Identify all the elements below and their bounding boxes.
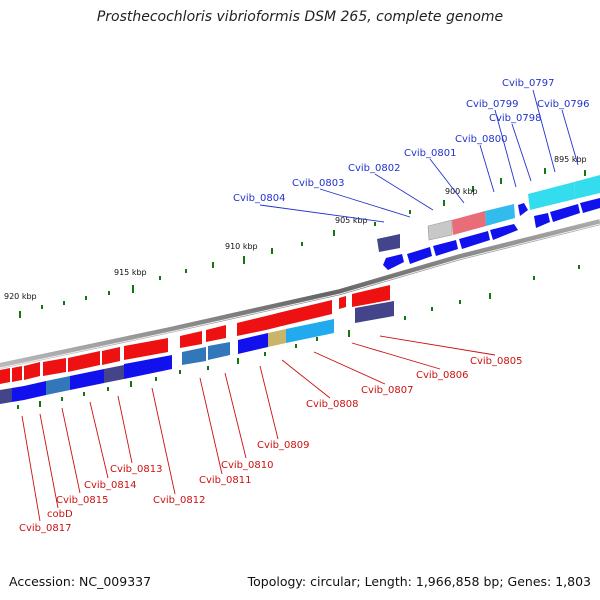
gene-label[interactable]: Cvib_0807 [361,385,413,396]
gene-arrow [383,254,404,270]
genome-stats: Topology: circular; Length: 1,966,858 bp… [247,574,591,589]
gene-label[interactable]: Cvib_0813 [110,464,162,475]
gene-label[interactable]: Cvib_0799 [466,99,518,110]
gene-arrow [355,301,394,323]
gene-arrow [46,376,70,395]
gene-arrow [124,338,168,360]
gene-arrow [43,358,66,376]
gene-label[interactable]: Cvib_0802 [348,163,400,174]
gene-label[interactable]: Cvib_0808 [306,399,358,410]
scale-label: 900 kbp [445,187,478,196]
accession-text: Accession: NC_009337 [9,574,152,589]
gene-label[interactable]: Cvib_0800 [455,134,507,145]
gene-arrow [574,175,600,199]
gene-label[interactable]: Cvib_0806 [416,370,468,381]
gene-arrow [580,198,600,213]
gene-arrow [427,219,453,241]
gene-arrow [238,333,268,354]
gene-arrow [12,386,24,402]
gene-arrow [70,369,104,390]
gene-label[interactable]: Cvib_0817 [19,523,71,534]
gene-arrow [377,234,400,252]
gene-label[interactable]: Cvib_0805 [470,356,522,367]
gene-arrow [124,355,172,379]
lower-reverse-strand [0,301,394,404]
scale-label: 920 kbp [4,292,37,301]
gene-label[interactable]: Cvib_0810 [221,460,273,471]
gene-arrow [237,316,266,336]
gene-arrow [433,240,458,256]
gene-arrow [104,365,124,383]
gene-label[interactable]: Cvib_0796 [537,99,589,110]
gene-arrow [452,211,486,235]
scale-label: 915 kbp [114,268,147,277]
gene-arrow [339,296,346,309]
gene-arrow [266,312,282,330]
gene-label[interactable]: Cvib_0812 [153,495,205,506]
gene-arrow [12,366,22,382]
scale-ticks [17,168,586,409]
gene-arrow [24,381,46,400]
gene-arrow [528,182,575,210]
gene-label[interactable]: Cvib_0801 [404,148,456,159]
gene-label[interactable]: Cvib_0809 [257,440,309,451]
gene-label[interactable]: Cvib_0815 [56,495,108,506]
genome-title: Prosthecochloris vibrioformis DSM 265, c… [96,9,504,25]
gene-label[interactable]: cobD [47,509,73,520]
gene-arrow [459,231,490,249]
gene-arrow [0,388,12,404]
gene-label[interactable]: Cvib_0804 [233,193,285,204]
upper-gene-labels: Cvib_0797 Cvib_0799 Cvib_0796 Cvib_0798 … [233,78,589,204]
gene-arrow [534,213,550,228]
gene-label[interactable]: Cvib_0814 [84,480,136,491]
gene-arrow [24,362,40,380]
gene-label[interactable]: Cvib_0811 [199,475,251,486]
gene-arrow [182,347,206,365]
gene-arrow [282,300,332,326]
scale-label: 905 kbp [335,216,368,225]
upper-leader-lines [259,89,579,223]
lower-forward-strand [0,285,390,384]
upper-reverse-strand [377,198,600,270]
gene-arrow [0,368,10,384]
genome-backbone [0,219,600,369]
gene-arrow [485,204,515,226]
gene-arrow [268,329,286,347]
gene-arrow [68,351,100,372]
gene-label[interactable]: Cvib_0803 [292,178,344,189]
scale-label: 895 kbp [554,155,587,164]
gene-label[interactable]: Cvib_0798 [489,113,541,124]
gene-arrow [407,247,432,264]
upper-forward-strand [427,175,600,241]
gene-arrow [208,342,230,360]
gene-arrow [352,285,390,307]
gene-arrow [490,224,518,240]
gene-arrow [518,203,528,216]
gene-arrow [102,347,120,365]
scale-labels: 895 kbp 900 kbp 905 kbp 910 kbp 915 kbp … [4,155,587,301]
gene-label[interactable]: Cvib_0797 [502,78,554,89]
gene-arrow [286,319,334,343]
gene-arrow [550,204,580,222]
gene-arrow [180,331,202,348]
lower-leader-lines [21,335,496,522]
lower-gene-labels: Cvib_0805 Cvib_0806 Cvib_0807 Cvib_0808 … [19,356,522,534]
scale-label: 910 kbp [225,242,258,251]
gene-arrow [206,325,226,342]
